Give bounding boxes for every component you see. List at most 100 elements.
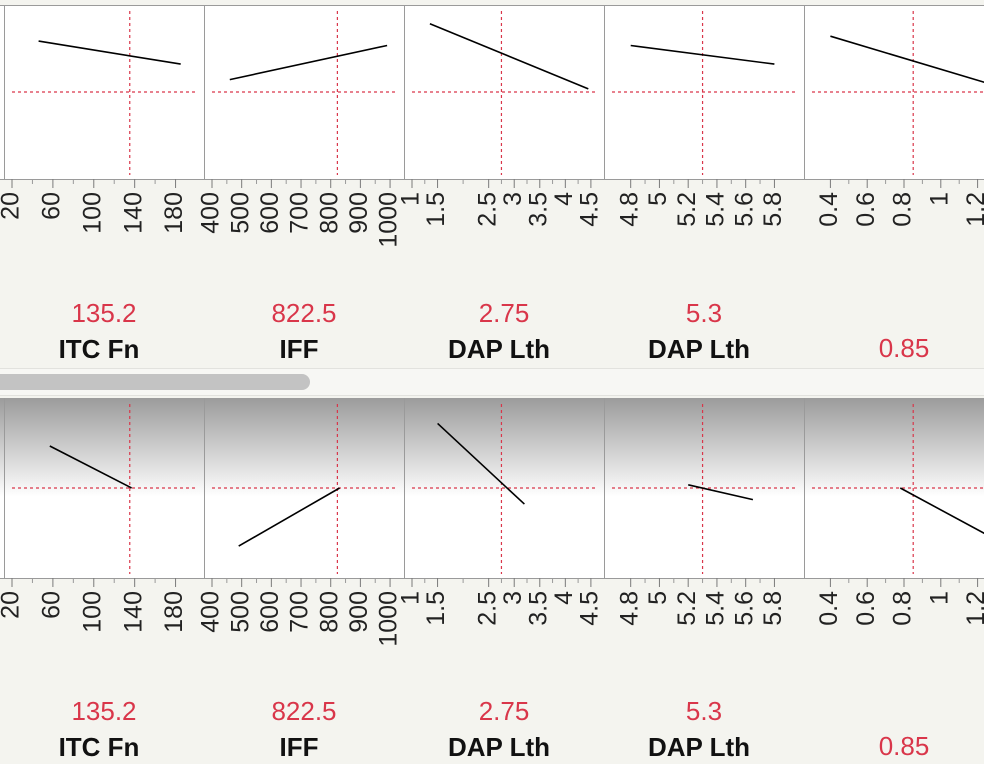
tick-label: 700 bbox=[286, 192, 314, 234]
tick-label: 3 bbox=[499, 192, 527, 206]
factor-label: DAP Lth bbox=[648, 732, 750, 762]
tick-label: 5.2 bbox=[673, 192, 701, 227]
x-axis: 4.8 5 5.2 5.4 5.6 5.8 bbox=[615, 578, 787, 626]
tick-label: 3.5 bbox=[524, 192, 552, 227]
factor-label: ITC Fn bbox=[59, 334, 140, 364]
tick-label: 5.2 bbox=[673, 591, 701, 626]
tick-label: 900 bbox=[345, 591, 373, 633]
tick-label: 100 bbox=[78, 192, 106, 234]
tick-label: 0.4 bbox=[815, 591, 843, 626]
tick-label: 60 bbox=[38, 192, 66, 220]
tick-label: 4 bbox=[550, 591, 578, 605]
horizontal-scrollbar-thumb[interactable] bbox=[0, 374, 310, 390]
tick-label: 1.5 bbox=[422, 192, 450, 227]
tick-label: 500 bbox=[226, 591, 254, 633]
profile-curve bbox=[437, 422, 525, 505]
tick-label: 1000 bbox=[375, 192, 403, 248]
current-value[interactable]: 5.3 bbox=[686, 696, 722, 726]
factor-label: ITC Fn bbox=[59, 732, 140, 762]
tick-label: 900 bbox=[345, 192, 373, 234]
tick-label: 5.6 bbox=[730, 192, 758, 227]
tick-label: 5.8 bbox=[759, 591, 787, 626]
current-value[interactable]: 0.85 bbox=[879, 731, 930, 761]
profile-curve bbox=[899, 487, 984, 535]
tick-label: 1 bbox=[397, 591, 425, 605]
tick-label: 4.5 bbox=[576, 192, 604, 227]
profile-curve bbox=[238, 487, 340, 547]
profile-panel: 20 60 100 140 180 135.2 ITC Fn bbox=[0, 5, 196, 364]
profile-curve bbox=[429, 22, 589, 90]
profile-curve bbox=[830, 35, 984, 84]
profile-curve bbox=[49, 445, 132, 489]
current-value[interactable]: 0.85 bbox=[879, 333, 930, 363]
x-axis: 11.5 2.533.544.5 bbox=[397, 578, 604, 626]
tick-label: 5.4 bbox=[702, 591, 730, 626]
current-value[interactable]: 2.75 bbox=[479, 298, 530, 328]
tick-label: 1.2 bbox=[962, 591, 984, 626]
tick-label: 4 bbox=[550, 192, 578, 206]
x-axis: 0.40.60.811.21.4 bbox=[815, 578, 984, 626]
profile-panel: 11.5 2.533.544.5 2.75 DAP Lth bbox=[397, 398, 604, 762]
tick-label: 1.2 bbox=[962, 192, 984, 227]
tick-label: 2.5 bbox=[473, 591, 501, 626]
tick-label: 180 bbox=[160, 591, 188, 633]
x-axis: 4.8 5 5.2 5.4 5.6 5.8 bbox=[615, 179, 787, 227]
tick-label: 600 bbox=[256, 192, 284, 234]
factor-label: DAP Lth bbox=[448, 334, 550, 364]
tick-label: 180 bbox=[160, 192, 188, 234]
profile-panel: 400 500 600 700 800 900 1000 822.5 IFF bbox=[197, 398, 403, 762]
tick-label: 400 bbox=[197, 591, 225, 633]
x-axis: 400 500 600 700 800 900 1000 bbox=[197, 578, 403, 647]
profile-panel: 400 500 600 700 800 900 1000 822.5 IFF bbox=[197, 5, 403, 364]
tick-label: 3 bbox=[499, 591, 527, 605]
tick-label: 5.8 bbox=[759, 192, 787, 227]
tick-label: 20 bbox=[0, 591, 25, 619]
current-value[interactable]: 5.3 bbox=[686, 298, 722, 328]
profile-curve bbox=[630, 44, 775, 65]
x-axis: 11.5 2.533.544.5 bbox=[397, 179, 604, 227]
current-value[interactable]: 2.75 bbox=[479, 696, 530, 726]
tick-label: 3.5 bbox=[524, 591, 552, 626]
tick-label: 100 bbox=[78, 591, 106, 633]
current-value[interactable]: 822.5 bbox=[271, 696, 336, 726]
current-value[interactable]: 135.2 bbox=[71, 696, 136, 726]
profile-curve bbox=[229, 44, 388, 81]
tick-label: 2.5 bbox=[473, 192, 501, 227]
tick-label: 0.6 bbox=[852, 591, 880, 626]
current-value[interactable]: 135.2 bbox=[71, 298, 136, 328]
current-value[interactable]: 822.5 bbox=[271, 298, 336, 328]
tick-label: 500 bbox=[226, 192, 254, 234]
profile-panel: 11.5 2.533.544.5 2.75 DAP Lth bbox=[397, 5, 604, 364]
tick-label: 5.6 bbox=[730, 591, 758, 626]
tick-label: 1000 bbox=[375, 591, 403, 647]
tick-label: 800 bbox=[315, 192, 343, 234]
tick-label: 140 bbox=[119, 192, 147, 234]
tick-label: 60 bbox=[38, 591, 66, 619]
tick-label: 0.4 bbox=[815, 192, 843, 227]
tick-label: 20 bbox=[0, 192, 25, 220]
x-axis: 400 500 600 700 800 900 1000 bbox=[197, 179, 403, 248]
x-axis: 20 60 100 140 180 bbox=[0, 179, 188, 234]
tick-label: 400 bbox=[197, 192, 225, 234]
tick-label: 1 bbox=[397, 192, 425, 206]
tick-label: 4.5 bbox=[576, 591, 604, 626]
factor-label: DAP Lth bbox=[648, 334, 750, 364]
tick-label: 0.6 bbox=[852, 192, 880, 227]
profile-panel: 0.40.60.811.21.40.85 bbox=[804, 398, 984, 761]
tick-label: 5.4 bbox=[702, 192, 730, 227]
tick-label: 5 bbox=[644, 591, 672, 605]
profile-panel: 0.40.60.811.21.40.85 bbox=[804, 5, 984, 363]
factor-label: DAP Lth bbox=[448, 732, 550, 762]
x-axis: 0.40.60.811.21.4 bbox=[815, 179, 984, 227]
x-axis: 20 60 100 140 180 bbox=[0, 578, 188, 633]
tick-label: 800 bbox=[315, 591, 343, 633]
factor-label: IFF bbox=[280, 334, 319, 364]
tick-label: 600 bbox=[256, 591, 284, 633]
tick-label: 5 bbox=[644, 192, 672, 206]
profile-panel: 4.8 5 5.2 5.4 5.6 5.8 5.3 DAP Lth bbox=[604, 5, 796, 364]
tick-label: 4.8 bbox=[615, 591, 643, 626]
tick-label: 0.8 bbox=[889, 591, 917, 626]
tick-label: 0.8 bbox=[889, 192, 917, 227]
